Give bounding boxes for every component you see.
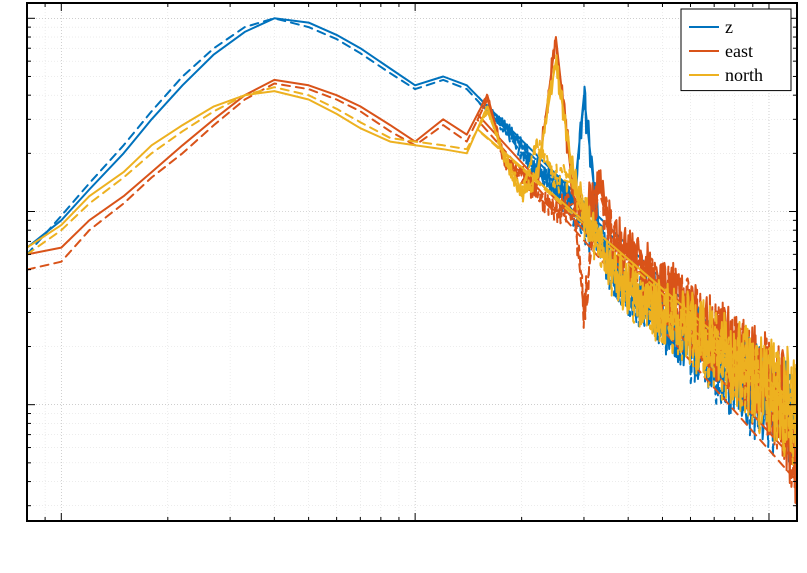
legend-label-east: east [725, 41, 753, 61]
legend-label-z: z [725, 17, 733, 37]
chart-svg: z east north [0, 0, 807, 573]
series-north_solid [27, 55, 797, 451]
legend: z east north [681, 9, 791, 91]
legend-label-north: north [725, 65, 763, 85]
spectrum-chart: z east north [0, 0, 807, 573]
